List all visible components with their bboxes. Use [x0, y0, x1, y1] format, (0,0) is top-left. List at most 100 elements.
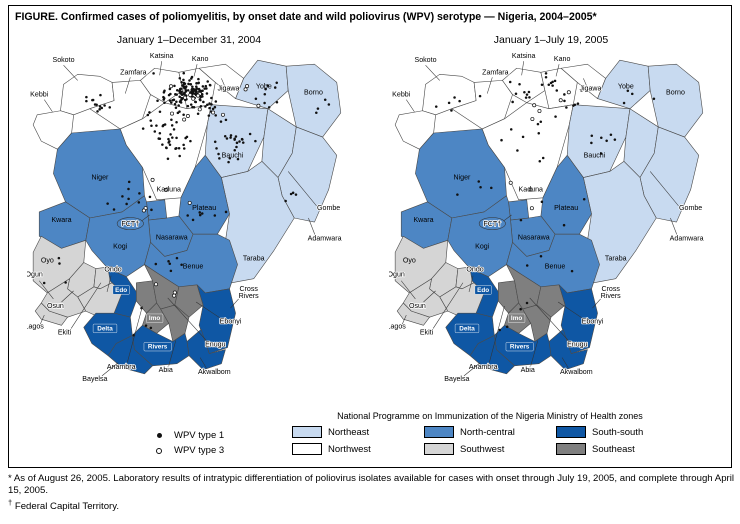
zone-label-southeast: Southeast — [592, 443, 635, 455]
footnote-dagger: † Federal Capital Territory. — [8, 497, 119, 513]
state-akwalbom — [548, 329, 588, 371]
state-label-katsina: Katsina — [512, 52, 536, 60]
marker-legend-item-wpv3: WPV type 3 — [152, 443, 224, 458]
fct-ellipse — [116, 217, 144, 230]
case-dot-wpv1 — [599, 152, 603, 155]
case-dot-wpv1 — [208, 106, 211, 110]
case-dot-wpv3 — [191, 96, 196, 101]
case-dot-wpv1 — [184, 89, 188, 92]
case-dot-wpv1 — [179, 101, 183, 104]
case-dot-wpv1 — [174, 92, 177, 96]
state-label-edo: Edo — [115, 287, 127, 294]
state-label-rivers: Rivers — [148, 344, 168, 351]
state-label-ekiti: Ekiti — [420, 328, 434, 336]
state-label-anambra: Anambra — [469, 363, 498, 371]
case-dot-wpv1 — [519, 218, 523, 222]
case-dot-wpv1 — [219, 120, 223, 123]
case-dot-wpv1 — [187, 82, 190, 86]
state-label-lagos: Lagos — [389, 322, 406, 330]
case-dot-wpv1 — [186, 104, 190, 108]
leader-line — [195, 301, 221, 319]
case-dot-wpv1 — [563, 93, 566, 96]
leader-line — [63, 65, 78, 81]
case-dot-wpv1 — [478, 94, 482, 98]
case-dot-wpv1 — [205, 87, 208, 90]
leader-line — [401, 280, 416, 300]
state-kebbi — [394, 110, 436, 150]
case-dot-wpv1 — [156, 99, 159, 102]
case-dot-wpv1 — [197, 87, 201, 91]
case-dot-wpv1 — [284, 199, 287, 203]
case-dot-wpv1 — [519, 307, 522, 311]
leader-line — [463, 362, 481, 377]
case-dot-wpv1 — [64, 281, 67, 284]
case-dot-wpv1 — [168, 262, 172, 266]
case-dot-wpv3 — [256, 103, 261, 108]
case-dot-wpv1 — [197, 77, 200, 81]
state-label-niger: Niger — [91, 174, 109, 182]
state-label-nasarawa: Nasarawa — [518, 233, 550, 241]
case-dot-wpv1 — [511, 100, 514, 104]
state-label-benue: Benue — [183, 263, 204, 271]
leader-line — [101, 362, 119, 377]
state-label-cross-rivers: Cross Rivers — [239, 285, 260, 300]
case-dot-wpv1 — [544, 72, 548, 75]
case-dot-wpv1 — [178, 95, 181, 99]
case-dot-wpv1 — [214, 100, 218, 103]
state-label-ondo: Ondo — [104, 266, 121, 274]
zone-item-northwest: Northwest — [292, 443, 424, 455]
state-label-bauchi: Bauchi — [222, 151, 244, 159]
case-dot-wpv1 — [138, 192, 141, 195]
state-tag — [454, 323, 480, 333]
case-dot-wpv3 — [221, 112, 225, 117]
case-dot-wpv1 — [198, 213, 202, 217]
case-dot-wpv3 — [183, 95, 188, 100]
state-label-kebbi: Kebbi — [30, 91, 49, 99]
case-dot-wpv1 — [652, 97, 656, 101]
case-dot-wpv1 — [91, 98, 94, 102]
state-fct — [146, 199, 168, 221]
state-label-delta: Delta — [459, 325, 475, 332]
case-dot-wpv1 — [613, 138, 617, 141]
case-dot-wpv1 — [562, 223, 566, 227]
case-dot-wpv1 — [99, 93, 102, 97]
case-dot-wpv1 — [518, 82, 521, 86]
state-label-sokoto: Sokoto — [414, 56, 436, 64]
case-dot-wpv1 — [141, 127, 145, 130]
leader-line — [670, 217, 678, 237]
state-label-ebonyi: Ebonyi — [220, 317, 242, 325]
state-kebbi — [32, 110, 74, 150]
state-label-kogi: Kogi — [475, 242, 490, 250]
case-dot-wpv1 — [121, 195, 124, 198]
case-dot-wpv3 — [529, 206, 534, 211]
case-dot-wpv1 — [210, 96, 213, 100]
case-dot-wpv1 — [190, 77, 193, 80]
state-label-plateau: Plateau — [192, 204, 216, 212]
state-label-ogun: Ogun — [27, 271, 43, 279]
leader-line — [503, 214, 512, 222]
case-dot-wpv1 — [167, 141, 170, 144]
case-dot-wpv1 — [580, 89, 583, 92]
case-dot-wpv1 — [163, 123, 167, 126]
case-dot-wpv1 — [450, 109, 453, 112]
state-borno — [647, 63, 704, 138]
state-cross-rivers — [196, 284, 236, 354]
case-dot-wpv1 — [201, 85, 205, 88]
case-dot-wpv1 — [146, 113, 150, 117]
case-dot-wpv1 — [85, 95, 88, 99]
case-dot-wpv1 — [206, 80, 209, 83]
leader-line — [561, 357, 569, 368]
case-dot-wpv1 — [263, 101, 266, 105]
case-dot-wpv1 — [179, 91, 182, 95]
case-dot-wpv1 — [233, 148, 237, 152]
case-dot-wpv1 — [204, 84, 208, 88]
leader-line — [557, 301, 583, 319]
case-dot-wpv1 — [210, 103, 213, 106]
case-dot-wpv1 — [189, 82, 193, 86]
case-dot-wpv1 — [178, 76, 182, 80]
leader-line — [168, 340, 177, 366]
leader-line — [583, 78, 587, 86]
case-dot-wpv1 — [58, 262, 61, 265]
case-dot-wpv1 — [158, 131, 162, 135]
case-dot-wpv3 — [150, 177, 155, 182]
